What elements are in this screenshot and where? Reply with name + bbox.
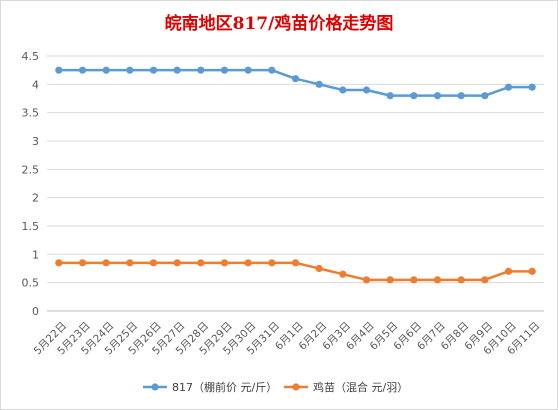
y-tick-label: 4.5	[22, 50, 40, 63]
series-point-1	[78, 259, 87, 267]
y-tick-label: 2	[32, 192, 39, 205]
y-tick-label: 4	[32, 78, 39, 91]
legend-label: 鸡苗（混合 元/羽）	[313, 380, 408, 394]
series-point-1	[126, 259, 134, 267]
series-point-1	[220, 259, 229, 267]
series-point-0	[528, 83, 536, 91]
y-tick-label: 0	[32, 305, 39, 318]
y-tick-label: 3.5	[22, 107, 40, 120]
series-point-1	[197, 259, 205, 267]
y-tick-label: 0.5	[22, 277, 40, 290]
series-point-0	[315, 80, 323, 88]
series-point-1	[433, 276, 442, 284]
y-tick-label: 1.5	[22, 220, 40, 233]
series-point-1	[386, 276, 394, 284]
series-point-1	[55, 259, 63, 267]
series-point-0	[244, 66, 252, 74]
series-point-1	[410, 276, 418, 284]
series-point-1	[504, 267, 513, 275]
series-point-1	[528, 267, 536, 275]
series-point-0	[504, 83, 513, 91]
series-point-1	[291, 259, 300, 267]
series-point-1	[481, 276, 489, 284]
series-point-1	[362, 276, 371, 284]
series-point-1	[173, 259, 181, 267]
legend-marker	[292, 383, 300, 391]
series-point-0	[220, 66, 229, 74]
chart-title: 皖南地区817/鸡苗价格走势图	[164, 14, 394, 34]
legend-label: 817（棚前价 元/斤）	[172, 380, 277, 394]
series-point-0	[78, 66, 87, 74]
series-point-0	[102, 66, 110, 74]
series-point-0	[55, 66, 63, 74]
series-point-0	[149, 66, 158, 74]
series-point-0	[197, 66, 205, 74]
series-point-0	[386, 92, 394, 100]
series-point-0	[457, 92, 465, 100]
series-point-1	[102, 259, 110, 267]
gridlines	[47, 55, 544, 312]
series-point-0	[339, 86, 347, 94]
series-point-1	[268, 259, 276, 267]
y-tick-label: 2.5	[22, 163, 40, 176]
legend-marker	[151, 383, 159, 391]
series-line-0	[58, 68, 533, 97]
series-point-1	[339, 270, 347, 278]
series-point-0	[291, 75, 300, 83]
series-point-0	[268, 66, 276, 74]
y-axis-ticks: 0 0.5 1 1.5 2 2.5 3 3.5 4 4.5	[22, 50, 40, 318]
y-tick-label: 1	[32, 248, 39, 261]
series-point-0	[362, 86, 371, 94]
series-point-1	[244, 259, 252, 267]
series-lines	[55, 66, 536, 284]
x-axis-ticks: 5月22日5月23日5月24日5月25日5月26日5月27日5月28日5月29日…	[32, 320, 543, 358]
series-point-0	[173, 66, 181, 74]
series-point-0	[481, 92, 489, 100]
series-point-0	[410, 92, 418, 100]
y-tick-label: 3	[32, 135, 39, 148]
legend: 817（棚前价 元/斤） 鸡苗（混合 元/羽）	[143, 380, 408, 394]
series-point-1	[315, 264, 323, 273]
series-point-0	[126, 66, 134, 74]
series-point-1	[149, 259, 158, 267]
series-point-0	[433, 92, 442, 100]
series-point-1	[457, 276, 465, 284]
